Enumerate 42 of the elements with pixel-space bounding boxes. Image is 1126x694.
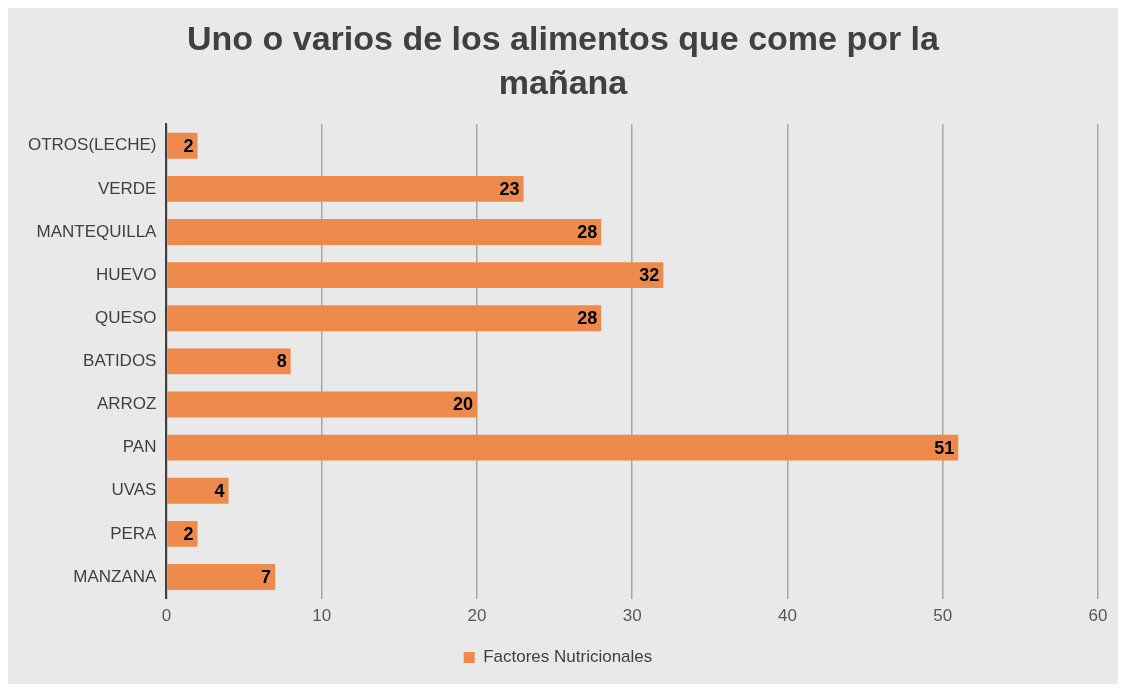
data-label: 28 xyxy=(577,221,598,242)
y-tick-label: PAN xyxy=(122,437,157,457)
x-tick-label: 0 xyxy=(161,606,172,626)
data-label: 28 xyxy=(577,308,598,329)
x-tick-label: 50 xyxy=(933,606,953,626)
data-label: 23 xyxy=(499,178,520,199)
x-tick-label: 10 xyxy=(312,606,332,626)
bar xyxy=(167,219,602,245)
bar xyxy=(167,477,229,504)
y-tick-label: MANTEQUILLA xyxy=(36,221,158,241)
y-tick-label: QUESO xyxy=(95,307,157,327)
bar xyxy=(167,391,477,418)
x-tick-label: 60 xyxy=(1088,606,1108,626)
bar xyxy=(167,434,959,461)
data-label: 20 xyxy=(452,394,473,415)
data-label: 7 xyxy=(261,567,272,588)
y-tick-label: ARROZ xyxy=(96,394,157,414)
y-tick-label: VERDE xyxy=(97,178,157,198)
chart-title: Uno o varios de los alimentos que come por la mañana xyxy=(186,18,940,103)
y-tick-label: PERA xyxy=(110,523,158,543)
bar xyxy=(167,564,276,590)
legend-label: Factores Nutricionales xyxy=(483,647,653,667)
x-tick-label: 30 xyxy=(622,606,642,626)
data-label: 8 xyxy=(276,351,287,372)
bar xyxy=(167,305,602,332)
bar xyxy=(167,520,198,547)
data-label: 4 xyxy=(214,480,225,501)
x-tick-label: 20 xyxy=(467,606,487,626)
bar xyxy=(167,348,291,375)
y-tick-label: BATIDOS xyxy=(83,351,157,371)
bar xyxy=(167,175,524,202)
x-tick-label: 40 xyxy=(778,606,797,626)
bar xyxy=(167,132,198,159)
bar xyxy=(167,262,664,289)
data-label: 2 xyxy=(183,523,194,544)
data-label: 51 xyxy=(934,437,955,458)
y-tick-label: OTROS(LECHE) xyxy=(27,135,157,155)
y-tick-label: MANZANA xyxy=(73,566,158,586)
data-label: 32 xyxy=(639,265,660,286)
y-tick-label: HUEVO xyxy=(95,264,157,284)
y-tick-label: UVAS xyxy=(111,480,157,500)
data-label: 2 xyxy=(183,135,194,156)
